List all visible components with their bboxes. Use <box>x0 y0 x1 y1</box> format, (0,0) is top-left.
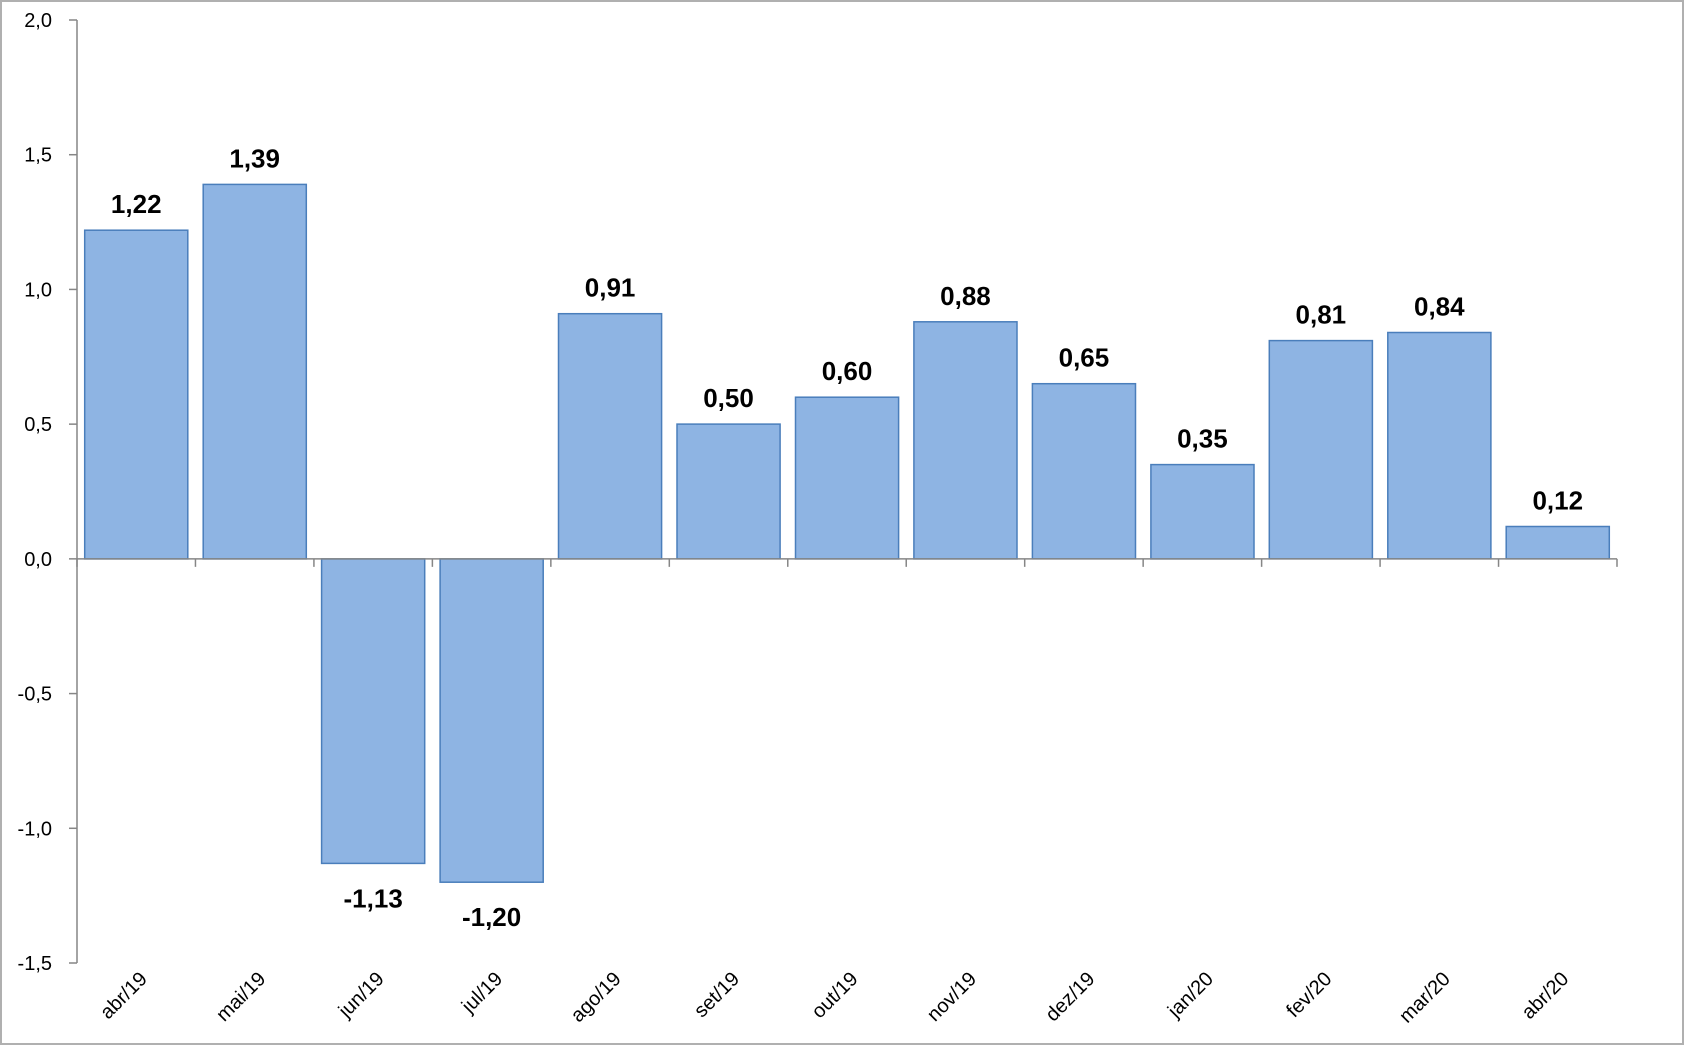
y-tick-label: -0,5 <box>18 684 52 706</box>
data-label: -1,20 <box>462 902 521 932</box>
bar <box>320 558 426 865</box>
bar <box>1268 339 1374 560</box>
bar <box>913 321 1018 560</box>
bar <box>439 558 544 883</box>
data-label: 0,91 <box>585 273 636 303</box>
data-label: 0,50 <box>703 383 754 413</box>
data-label: 0,65 <box>1059 343 1110 373</box>
y-tick-label: 0,0 <box>24 549 52 571</box>
bar <box>1150 463 1255 560</box>
bar <box>202 183 308 560</box>
data-label: 0,60 <box>822 356 873 386</box>
bar <box>83 229 189 560</box>
bars <box>83 183 1611 883</box>
y-tick-label: -1,0 <box>18 818 52 840</box>
data-label: 0,84 <box>1414 292 1465 322</box>
data-label: 0,35 <box>1177 424 1228 454</box>
y-tick-label: 0,5 <box>24 414 52 436</box>
data-label: 1,22 <box>111 189 162 219</box>
bar <box>794 396 900 560</box>
bar <box>1387 331 1492 560</box>
y-tick-label: 1,5 <box>24 145 52 167</box>
bar <box>557 312 663 560</box>
bar <box>1505 525 1611 560</box>
bar <box>676 423 781 560</box>
data-label: 1,39 <box>229 143 280 173</box>
y-axis: 2,0 1,5 1,0 0,5 0,0 -0,5 -1,0 -1,5 <box>18 10 78 975</box>
y-tick-label: -1,5 <box>18 953 52 975</box>
data-label: 0,81 <box>1296 300 1347 330</box>
data-label: -1,13 <box>344 883 403 913</box>
data-label: 0,88 <box>940 281 991 311</box>
data-label: 0,12 <box>1532 486 1583 516</box>
y-tick-label: 2,0 <box>24 10 52 32</box>
data-labels: 1,22 1,39 -1,13 -1,20 0,91 0,50 0,60 0,88 0,65 0,… <box>111 143 1583 932</box>
bar <box>1031 382 1137 560</box>
y-tick-label: 1,0 <box>24 279 52 301</box>
